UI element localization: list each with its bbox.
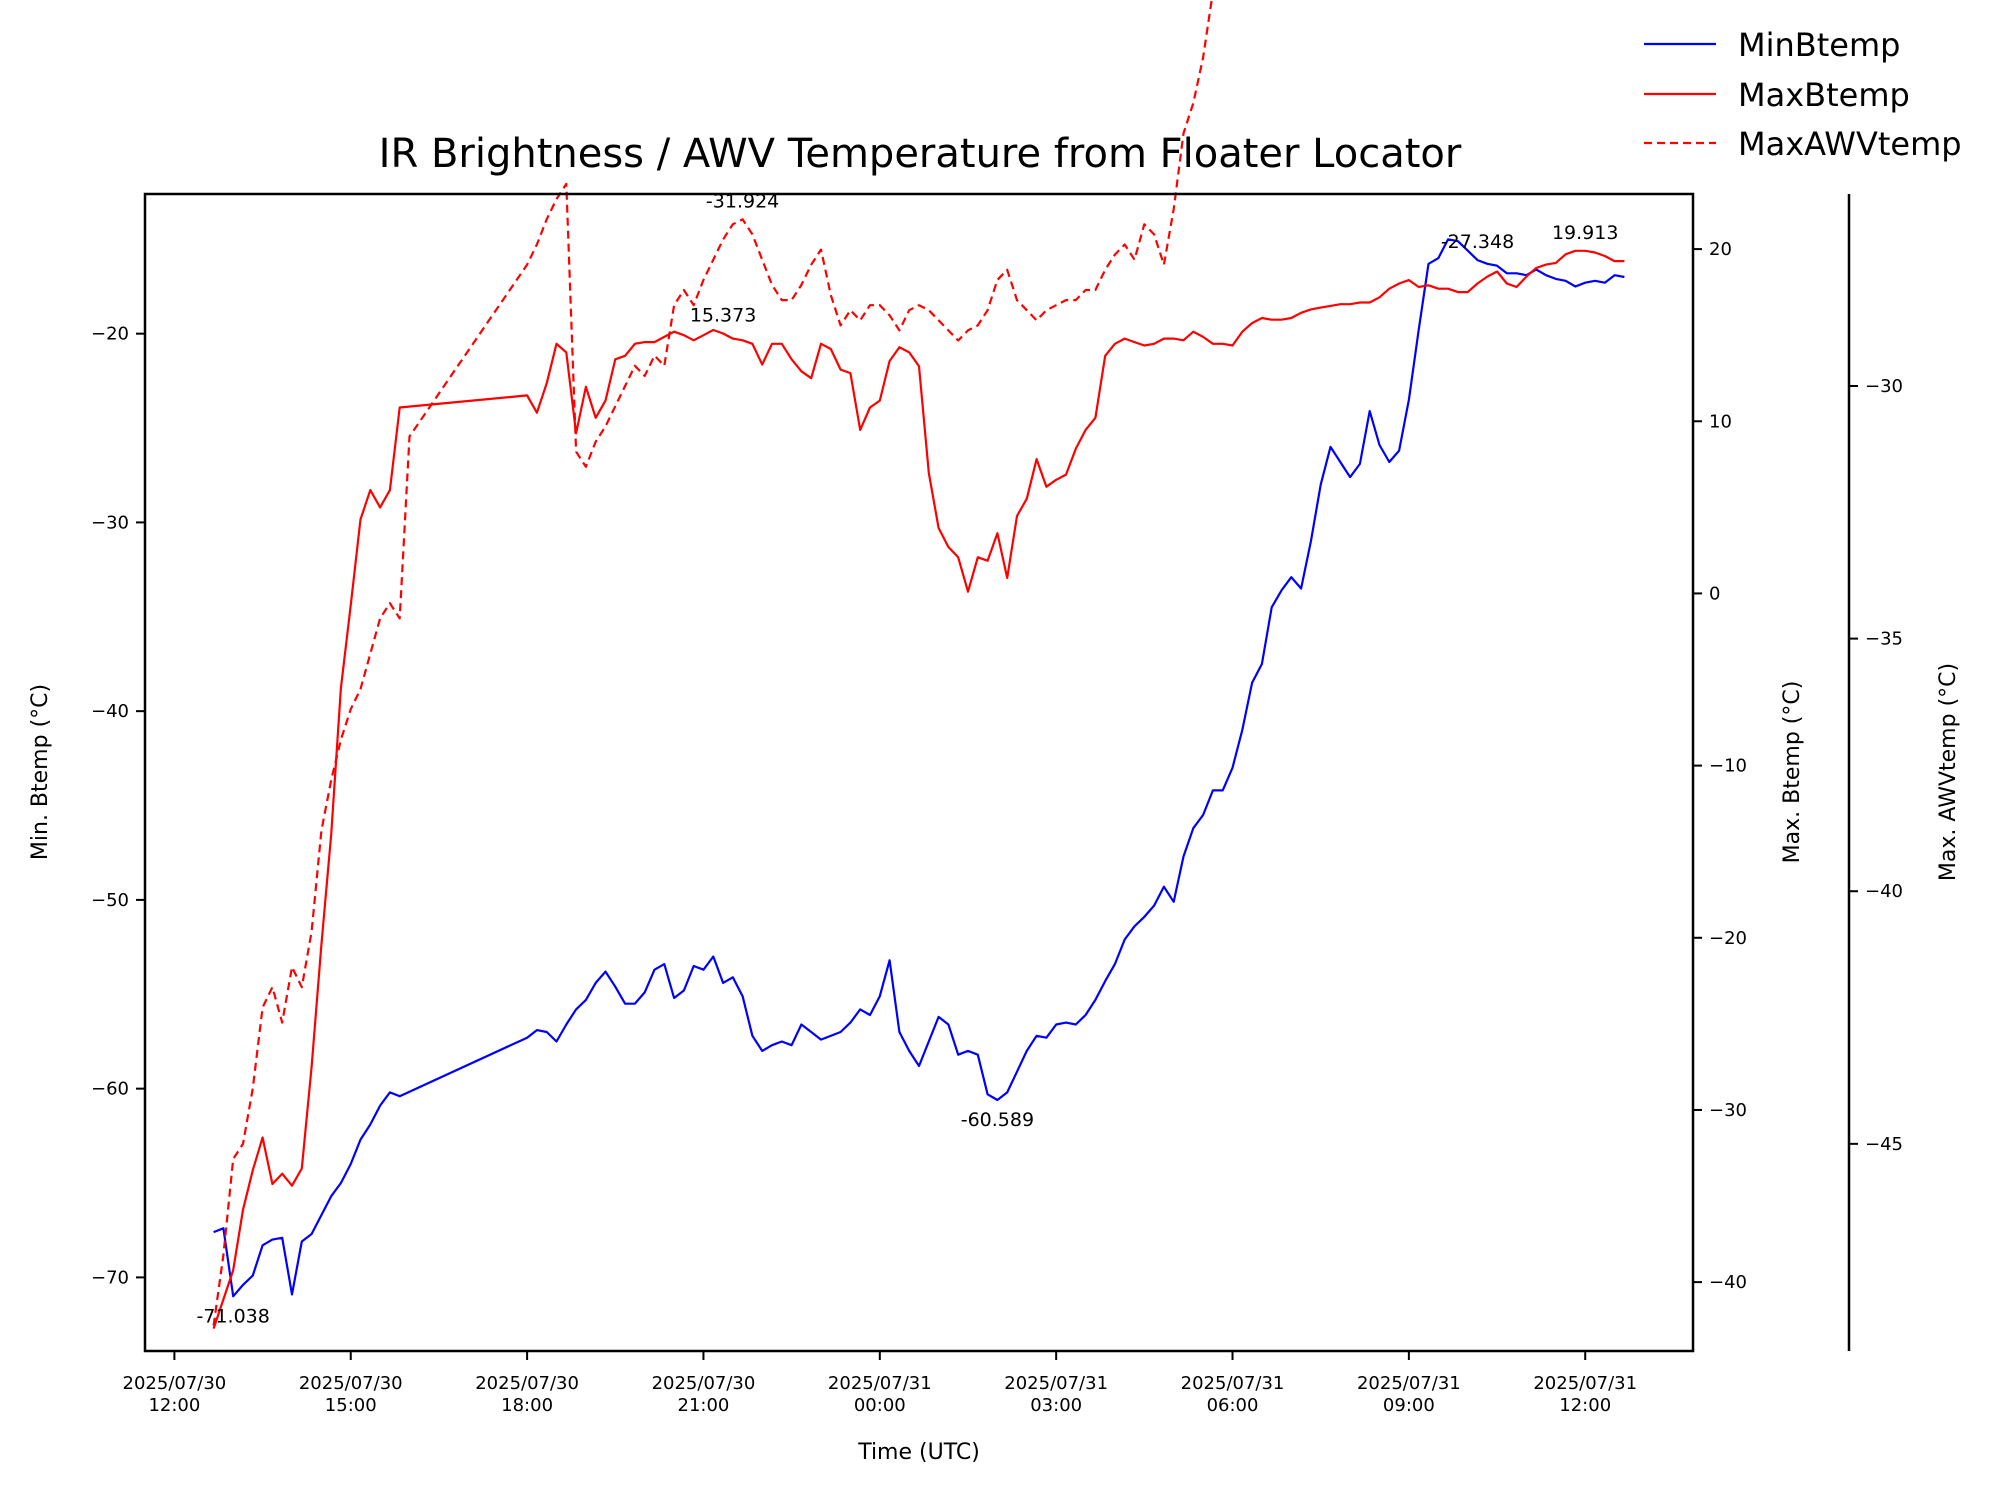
min-btemp-tick-label: −50 — [91, 890, 129, 911]
series-line-maxbtemp — [212, 249, 1625, 1329]
x-axis-ticks: 2025/07/3012:002025/07/3015:002025/07/30… — [123, 1351, 1637, 1416]
max-btemp-tick-label: −20 — [1709, 928, 1747, 949]
min-btemp-tick-label: −30 — [91, 512, 129, 533]
annotation-minbtemp: -71.038 — [197, 1305, 270, 1327]
min-btemp-axis-ticks: −70 −60 −50 −40 −30 −20 — [91, 324, 145, 1288]
annotation-minbtemp: -27.348 — [1441, 231, 1514, 253]
awv-tick-label: −35 — [1865, 629, 1903, 650]
max-btemp-tick-label: −10 — [1709, 756, 1747, 777]
x-tick-label-date: 2025/07/30 — [475, 1373, 579, 1394]
max-btemp-tick-label: 0 — [1709, 583, 1720, 604]
max-btemp-tick-label: 10 — [1709, 411, 1732, 432]
x-tick-label-date: 2025/07/31 — [1533, 1373, 1637, 1394]
awv-axis-ticks: −45 −40 −35 −30 — [1849, 376, 1903, 1155]
legend-label-maxbtemp: MaxBtemp — [1738, 76, 1910, 114]
x-tick-label-time: 21:00 — [678, 1395, 730, 1416]
annotations: -71.038 -60.589 -27.348 15.373 19.913 -31.924 — [197, 190, 1619, 1327]
awv-tick-label: −40 — [1865, 881, 1903, 902]
series-line-minbtemp — [213, 238, 1625, 1298]
min-btemp-tick-label: −60 — [91, 1079, 129, 1100]
x-tick-label-date: 2025/07/31 — [1004, 1373, 1108, 1394]
min-btemp-tick-label: −40 — [91, 701, 129, 722]
plot-frame — [143, 192, 1695, 1353]
x-tick-label-time: 00:00 — [854, 1395, 906, 1416]
x-tick-label-time: 12:00 — [1559, 1395, 1611, 1416]
max-btemp-tick-label: −40 — [1709, 1272, 1747, 1293]
x-tick-label-date: 2025/07/31 — [1181, 1373, 1285, 1394]
x-tick-label-date: 2025/07/31 — [828, 1373, 932, 1394]
x-tick-label-time: 03:00 — [1030, 1395, 1082, 1416]
awv-tick-label: −45 — [1865, 1134, 1903, 1155]
legend: MinBtemp MaxBtemp MaxAWVtemp — [1644, 26, 1962, 163]
min-btemp-axis-title: Min. Btemp (°C) — [28, 684, 53, 860]
legend-label-minbtemp: MinBtemp — [1738, 26, 1900, 64]
x-tick-label-time: 06:00 — [1207, 1395, 1259, 1416]
series-line-maxawvtemp — [212, 0, 1213, 1326]
annotation-maxbtemp: 19.913 — [1552, 222, 1618, 244]
annotation-maxbtemp: 15.373 — [690, 305, 756, 327]
awv-tick-label: −30 — [1865, 376, 1903, 397]
awv-axis-title: Max. AWVtemp (°C) — [1936, 663, 1961, 881]
x-tick-label-time: 18:00 — [501, 1395, 553, 1416]
x-tick-label-date: 2025/07/30 — [299, 1373, 403, 1394]
annotation-minbtemp: -60.589 — [961, 1109, 1034, 1131]
min-btemp-tick-label: −70 — [91, 1267, 129, 1288]
max-btemp-axis-title: Max. Btemp (°C) — [1780, 681, 1805, 864]
x-tick-label-date: 2025/07/30 — [652, 1373, 756, 1394]
x-tick-label-time: 12:00 — [148, 1395, 200, 1416]
min-btemp-tick-label: −20 — [91, 324, 129, 345]
x-axis-title: Time (UTC) — [857, 1440, 980, 1465]
x-tick-label-time: 09:00 — [1383, 1395, 1435, 1416]
plot-lines — [212, 0, 1625, 1329]
chart-title: IR Brightness / AWV Temperature from Flo… — [379, 131, 1462, 177]
max-btemp-axis-ticks: −40 −30 −20 −10 0 10 20 — [1693, 239, 1747, 1293]
x-tick-label-date: 2025/07/31 — [1357, 1373, 1461, 1394]
x-tick-label-date: 2025/07/30 — [123, 1373, 227, 1394]
annotation-maxawvtemp: -31.924 — [706, 190, 779, 212]
x-tick-label-time: 15:00 — [325, 1395, 377, 1416]
max-btemp-tick-label: −30 — [1709, 1100, 1747, 1121]
max-btemp-tick-label: 20 — [1709, 239, 1732, 260]
legend-label-maxawvtemp: MaxAWVtemp — [1738, 125, 1962, 163]
